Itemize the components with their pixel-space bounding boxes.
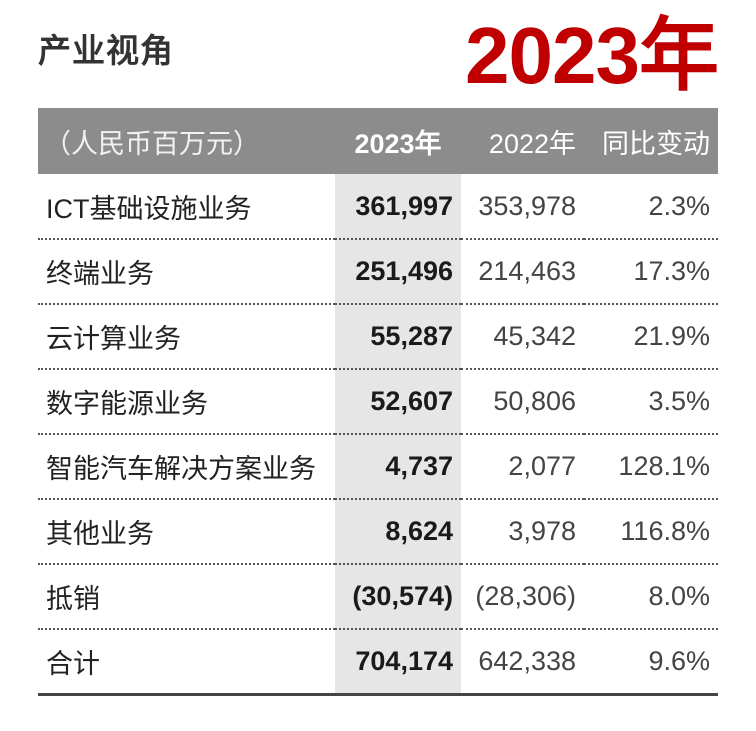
column-header-unit: （人民币百万元） — [44, 128, 260, 159]
table-row: 终端业务 251,496 214,463 17.3% — [38, 239, 718, 305]
table-row: 抵销 (30,574) (28,306) 8.0% — [38, 564, 718, 630]
table-header-row: （人民币百万元） 2023年 2022年 同比变动 — [38, 108, 718, 174]
value-2022: (28,306) — [461, 564, 584, 630]
value-2022: 50,806 — [461, 369, 584, 435]
value-2023: 4,737 — [335, 434, 461, 500]
row-name: ICT基础设施业务 — [38, 174, 335, 240]
value-change: 9.6% — [584, 629, 718, 696]
value-2022: 353,978 — [461, 174, 584, 240]
value-change: 116.8% — [584, 499, 718, 565]
value-change: 128.1% — [584, 434, 718, 500]
row-name: 数字能源业务 — [38, 369, 335, 435]
value-2023: 361,997 — [335, 174, 461, 240]
value-2023: 704,174 — [335, 629, 461, 696]
value-2023: 8,624 — [335, 499, 461, 565]
column-header-2022: 2022年 — [488, 128, 576, 159]
value-2023: 52,607 — [335, 369, 461, 435]
value-2022: 45,342 — [461, 304, 584, 370]
table-row: ICT基础设施业务 361,997 353,978 2.3% — [38, 174, 718, 240]
row-name: 合计 — [38, 629, 335, 696]
year-heading: 2023年 — [465, 11, 719, 100]
value-2022: 642,338 — [461, 629, 584, 696]
value-2023: 55,287 — [335, 304, 461, 370]
value-change: 17.3% — [584, 239, 718, 305]
value-change: 3.5% — [584, 369, 718, 435]
table-row-total: 合计 704,174 642,338 9.6% — [38, 629, 718, 696]
row-name: 智能汽车解决方案业务 — [38, 434, 335, 500]
column-header-2023: 2023年 — [354, 128, 442, 159]
table-row: 智能汽车解决方案业务 4,737 2,077 128.1% — [38, 434, 718, 500]
table-row: 云计算业务 55,287 45,342 21.9% — [38, 304, 718, 370]
revenue-table: （人民币百万元） 2023年 2022年 同比变动 ICT基础设施业务 361,… — [38, 108, 718, 696]
column-header-change: 同比变动 — [602, 128, 710, 159]
value-2022: 2,077 — [461, 434, 584, 500]
value-change: 21.9% — [584, 304, 718, 370]
value-change: 8.0% — [584, 564, 718, 630]
row-name: 终端业务 — [38, 239, 335, 305]
value-2022: 3,978 — [461, 499, 584, 565]
value-2023: 251,496 — [335, 239, 461, 305]
row-name: 云计算业务 — [38, 304, 335, 370]
row-name: 其他业务 — [38, 499, 335, 565]
table-row: 数字能源业务 52,607 50,806 3.5% — [38, 369, 718, 435]
value-2022: 214,463 — [461, 239, 584, 305]
row-name: 抵销 — [38, 564, 335, 630]
value-2023: (30,574) — [335, 564, 461, 630]
value-change: 2.3% — [584, 174, 718, 240]
page-title: 产业视角 — [38, 32, 174, 69]
table-row: 其他业务 8,624 3,978 116.8% — [38, 499, 718, 565]
